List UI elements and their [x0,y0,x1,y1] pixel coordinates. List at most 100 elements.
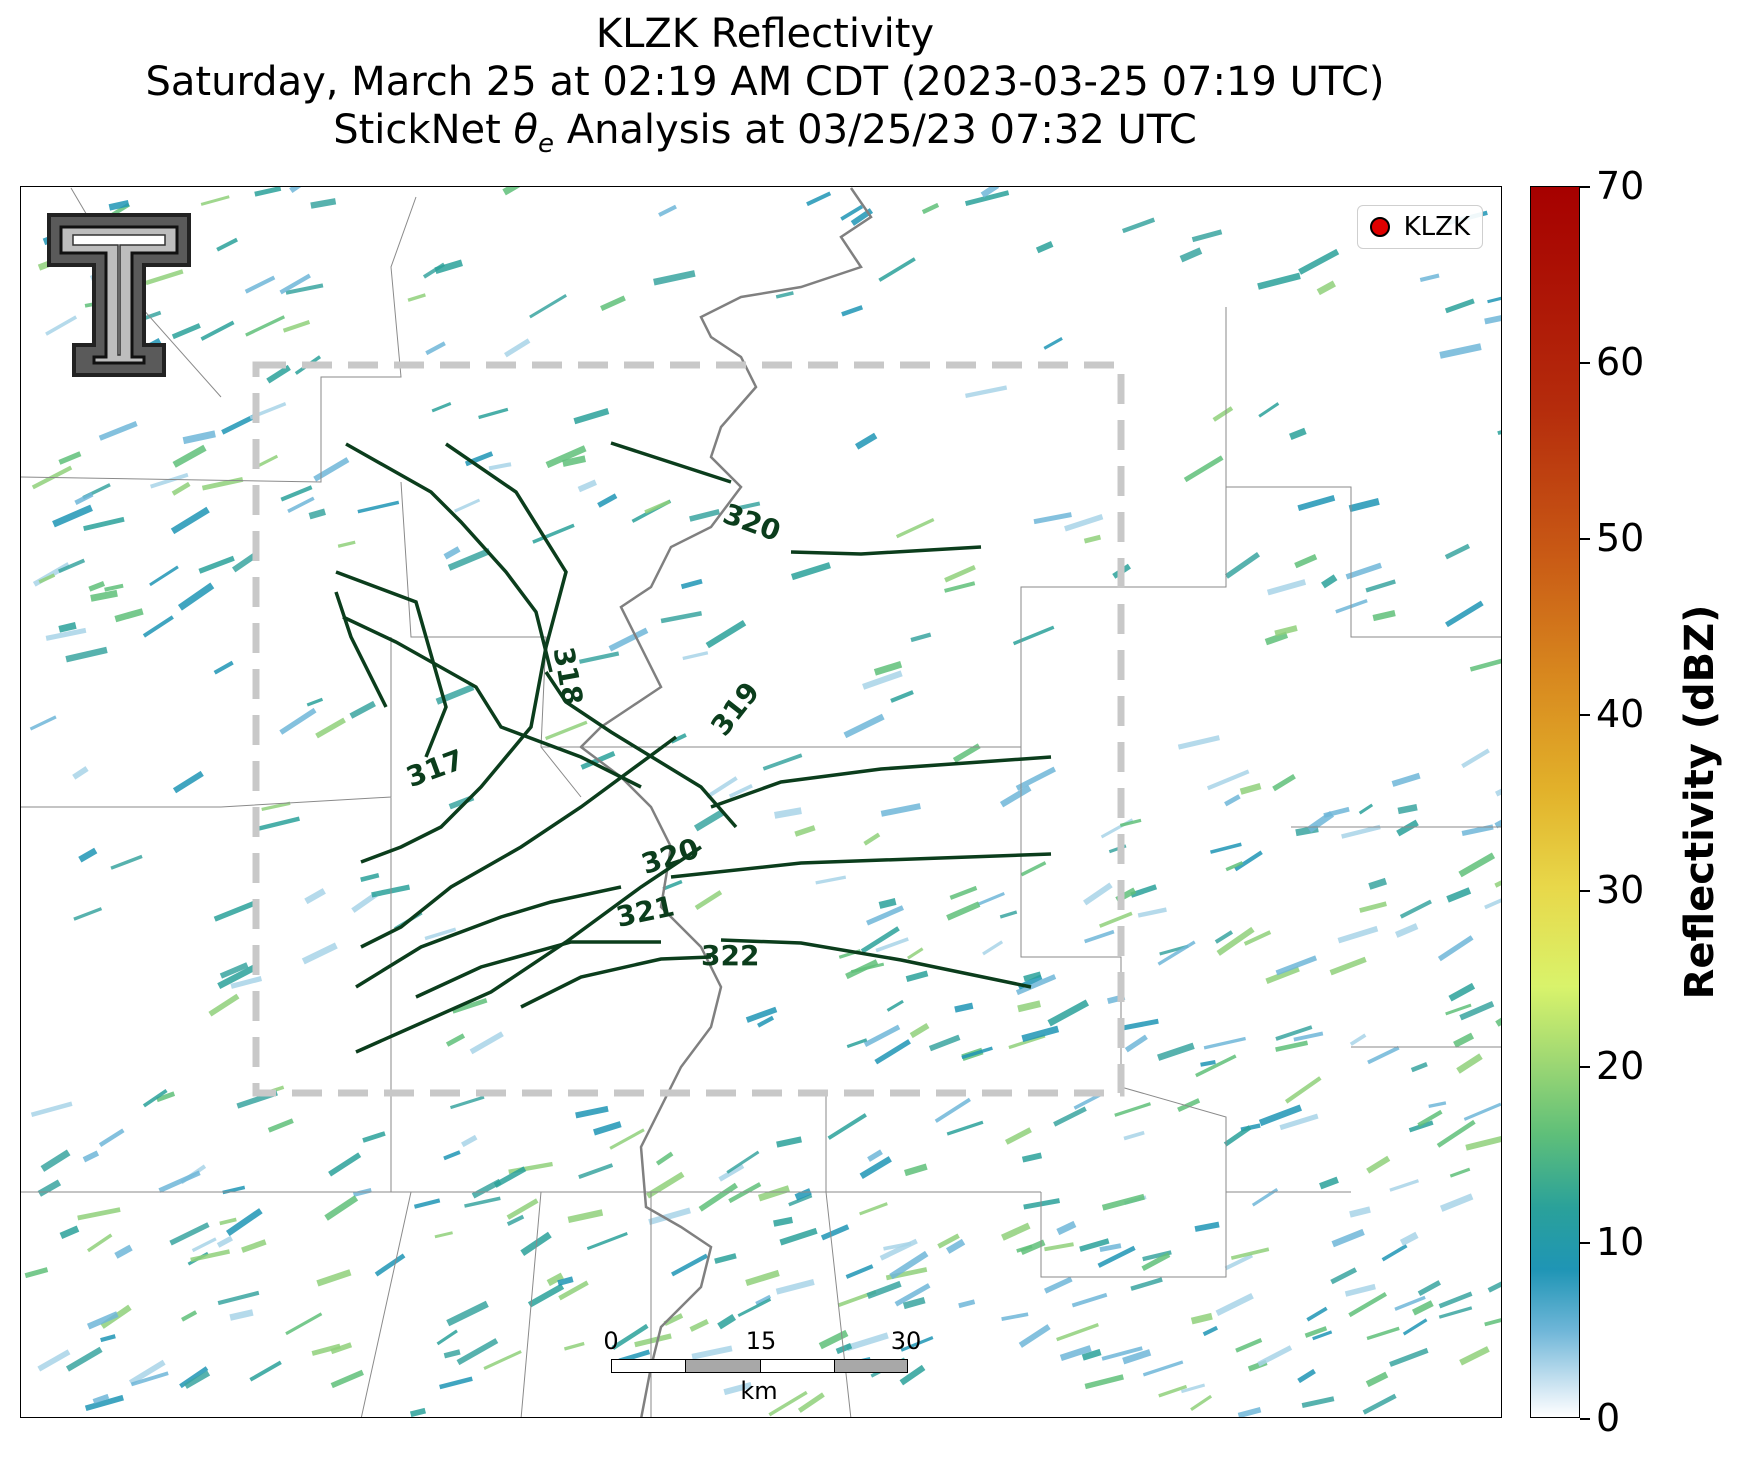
reflectivity-echo [907,947,924,960]
colorbar-tick-label: 70 [1596,164,1645,208]
reflectivity-echo [506,1214,525,1227]
reflectivity-echo [895,517,935,539]
reflectivity-echo [1141,1252,1171,1272]
reflectivity-echo [1321,574,1338,589]
reflectivity-echo [450,1095,485,1110]
reflectivity-echo [577,479,597,493]
reflectivity-echo [200,320,235,341]
reflectivity-echo [705,776,738,799]
reflectivity-echo [145,269,184,286]
reflectivity-echo [88,580,106,592]
map-legend: KLZK [1356,205,1483,249]
colorbar-tick-mark [1580,1242,1590,1244]
reflectivity-echo [954,1002,974,1013]
reflectivity-echo [1216,926,1255,956]
reflectivity-echo [464,1196,501,1208]
reflectivity-echo [29,715,57,731]
reflectivity-echo [1293,1031,1324,1042]
reflectivity-echo [600,295,626,311]
reflectivity-echo [794,825,816,837]
reflectivity-echo [413,1198,441,1209]
reflectivity-echo [905,970,929,983]
reflectivity-echo [1097,1245,1136,1268]
reflectivity-echo [1202,1325,1219,1337]
reflectivity-echo [827,1113,867,1140]
reflectivity-echo [1121,217,1156,234]
reflectivity-echo [1142,1360,1184,1377]
colorbar-tick-mark [1580,714,1590,716]
reflectivity-echo [1084,929,1115,944]
reflectivity-echo [434,1231,453,1239]
reflectivity-echo [360,873,380,882]
reflectivity-echo [1158,1384,1188,1398]
reflectivity-echo [1183,455,1224,483]
reflectivity-echo [287,496,315,513]
reflectivity-echo [1119,818,1142,827]
reflectivity-echo [108,200,130,211]
reflectivity-echo [883,1241,912,1251]
reflectivity-echo [845,959,879,980]
reflectivity-colorbar [1530,186,1580,1418]
reflectivity-echo [1312,1330,1333,1341]
reflectivity-echo [149,565,179,587]
reflectivity-echo [328,1152,362,1177]
reflectivity-echo [1237,1407,1262,1417]
reflectivity-echo [267,1118,294,1133]
reflectivity-echo [999,910,1018,919]
reflectivity-echo [171,323,201,340]
reflectivity-echo [945,1238,966,1254]
reflectivity-echo [504,338,531,358]
title-radar-site: KLZK Reflectivity [595,11,935,57]
reflectivity-echo [198,555,235,574]
reflectivity-echo [1306,1306,1328,1322]
reflectivity-echo [443,546,461,560]
reflectivity-echo [330,1369,364,1389]
reflectivity-echo [863,832,881,846]
reflectivity-echo [1099,1243,1122,1253]
reflectivity-echo [424,927,457,941]
map-panel[interactable]: 317 318 319 320 320 321 322 KLZK 0 15 30… [20,186,1502,1418]
reflectivity-echo [663,1313,684,1326]
reflectivity-echo [1349,1033,1367,1046]
reflectivity-echo [946,1120,984,1136]
reflectivity-echo [1366,1326,1400,1341]
contour-label-317: 317 [402,743,468,794]
reflectivity-echo [128,1359,166,1386]
reflectivity-echo [529,293,567,319]
reflectivity-echo [1399,1231,1419,1246]
reflectivity-echo [1449,1167,1471,1178]
reflectivity-echo [1411,1300,1434,1316]
reflectivity-echo [72,766,89,780]
reflectivity-echo [1258,1104,1303,1127]
reflectivity-echo [285,1312,323,1336]
reflectivity-echo [261,801,291,812]
reflectivity-echo [230,975,263,989]
reflectivity-echo [1123,1130,1145,1141]
reflectivity-echo [1459,1001,1495,1021]
reflectivity-echo [1459,1346,1490,1366]
reflectivity-echo [928,1034,961,1052]
reflectivity-echo [1453,1032,1475,1048]
reflectivity-echo [546,1272,564,1287]
reflectivity-echo [443,1349,461,1359]
reflectivity-echo [1235,1338,1263,1353]
reflectivity-echo [671,1253,709,1277]
reflectivity-echo [1461,748,1490,769]
reflectivity-echo [24,1267,49,1279]
title-analysis: StickNet θe Analysis at 03/25/23 07:32 U… [333,107,1197,159]
scale-segment [834,1359,908,1373]
reflectivity-echo [493,1166,527,1188]
map-canvas: 317 318 319 320 320 321 322 [21,187,1501,1417]
reflectivity-echo [436,1329,458,1346]
reflectivity-echo [1043,337,1063,350]
reflectivity-echo [644,499,671,514]
reflectivity-echo [1180,1383,1206,1394]
contour-label-318: 318 [547,644,590,707]
reflectivity-echo [843,713,885,739]
reflectivity-echo [245,315,286,337]
reflectivity-echo [1200,1059,1216,1067]
reflectivity-echo [431,402,452,413]
reflectivity-echo [104,583,124,592]
reflectivity-echo [1331,1228,1365,1248]
reflectivity-echo [1203,1036,1246,1050]
